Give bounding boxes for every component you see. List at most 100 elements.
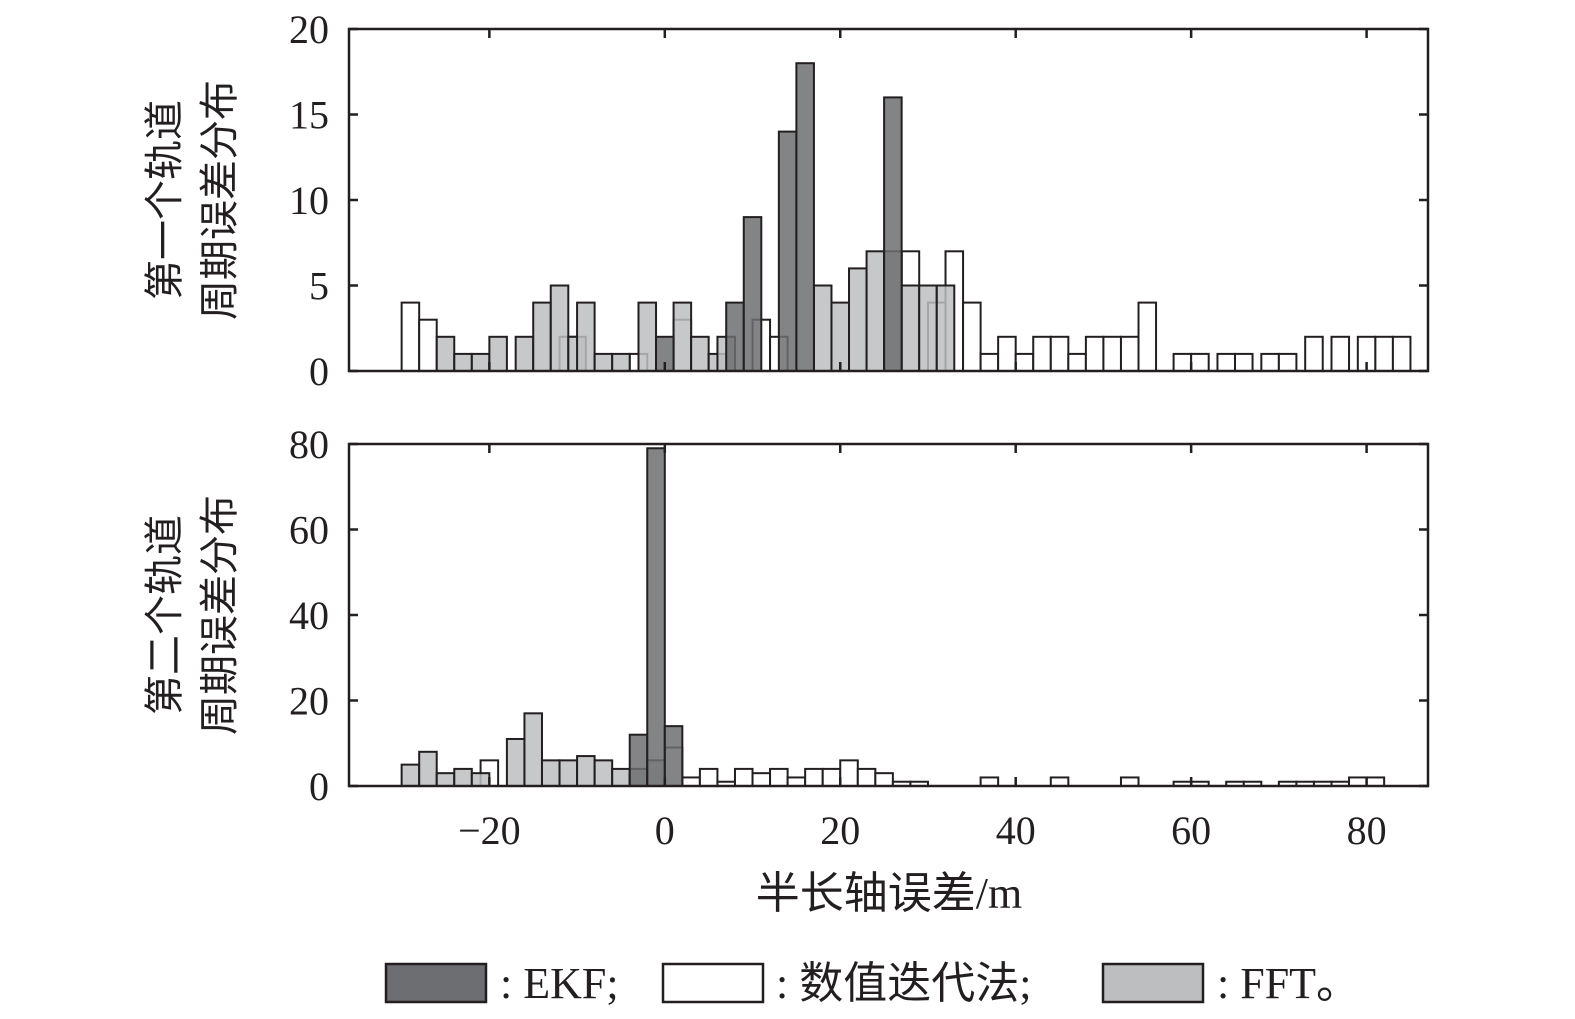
bar-bottom-fft-10 bbox=[593, 759, 614, 787]
legend-label-ekf: : EKF; bbox=[500, 959, 619, 1008]
bar-bottom-iterative-7 bbox=[769, 767, 789, 788]
bar-bottom-iterative-8 bbox=[786, 776, 807, 788]
bar-bottom-fft-2 bbox=[435, 772, 456, 787]
bar-top-iterative-20 bbox=[1119, 335, 1140, 372]
bar-bottom-iterative-16 bbox=[979, 776, 1000, 788]
legend-label-fft: : FFT。 bbox=[1217, 959, 1360, 1008]
bar-top-fft-10 bbox=[611, 352, 631, 372]
bar-top-iterative-16 bbox=[1049, 335, 1070, 372]
bar-bottom-fft-3 bbox=[453, 767, 473, 788]
bar-top-iterative-26 bbox=[1260, 352, 1280, 372]
bar-top-iterative-21 bbox=[1137, 301, 1158, 373]
bar-top-fft-4 bbox=[514, 335, 535, 372]
panel-bottom-ylabel-line1: 第二个轨道 bbox=[142, 515, 187, 715]
bar-bottom-iterative-10 bbox=[821, 767, 842, 788]
bar-top-iterative-27 bbox=[1277, 352, 1298, 372]
legend: : EKF; : 数值迭代法; : FFT。 bbox=[384, 959, 1360, 1008]
panel-bottom-x-tick-labels: −20 0 20 40 60 80 bbox=[458, 808, 1387, 853]
y-tick-label-bottom-2: 40 bbox=[289, 593, 329, 638]
bar-top-ekf-1 bbox=[725, 301, 745, 373]
bar-top-fft-3 bbox=[488, 335, 508, 372]
x-tick-label-2: 20 bbox=[820, 808, 860, 853]
bar-top-iterative-28 bbox=[1304, 335, 1324, 372]
bar-bottom-ekf-2 bbox=[663, 725, 684, 788]
bar-bottom-fft-6 bbox=[523, 712, 543, 788]
panel-bottom-bars bbox=[400, 447, 1386, 788]
panel-bottom: 0 20 40 60 80 −20 0 20 40 60 80 第二个轨道 周期误差分布 半长轴误… bbox=[142, 422, 1430, 918]
bar-top-fft-11 bbox=[637, 301, 658, 373]
bar-top-fft-16 bbox=[812, 284, 833, 372]
bar-top-iterative-1 bbox=[418, 318, 438, 373]
bar-top-iterative-24 bbox=[1216, 352, 1236, 372]
bar-bottom-iterative-5 bbox=[733, 767, 754, 788]
bar-bottom-iterative-28 bbox=[1365, 776, 1386, 788]
panel-bottom-y-tick-labels: 0 20 40 60 80 bbox=[289, 422, 329, 809]
y-tick-label-top-1: 5 bbox=[309, 264, 329, 309]
bar-bottom-iterative-6 bbox=[751, 772, 772, 787]
bar-top-fft-5 bbox=[532, 301, 552, 373]
bar-top-fft-13 bbox=[690, 335, 710, 372]
bar-top-fft-22 bbox=[918, 284, 938, 372]
bar-top-fft-21 bbox=[900, 284, 921, 372]
panel-bottom-frame bbox=[347, 442, 1430, 788]
bar-bottom-fft-4 bbox=[470, 772, 491, 787]
bar-top-iterative-19 bbox=[1102, 335, 1122, 372]
x-tick-label-5: 80 bbox=[1347, 808, 1387, 853]
bar-top-iterative-12 bbox=[979, 352, 1000, 372]
y-tick-label-bottom-3: 60 bbox=[289, 508, 329, 553]
bar-bottom-iterative-3 bbox=[698, 767, 719, 788]
panel-top-y-tick-labels: 0 5 10 15 20 bbox=[289, 7, 329, 394]
y-tick-label-top-0: 0 bbox=[309, 349, 329, 394]
bar-top-iterative-15 bbox=[1032, 335, 1052, 372]
bar-top-ekf-3 bbox=[777, 130, 798, 372]
bar-top-iterative-31 bbox=[1374, 335, 1394, 372]
legend-label-iterative: : 数值迭代法; bbox=[776, 959, 1031, 1008]
panel-top-ylabel-line1: 第一个轨道 bbox=[142, 100, 187, 300]
bar-top-iterative-22 bbox=[1172, 352, 1193, 372]
bar-top-fft-12 bbox=[672, 301, 693, 373]
bar-bottom-iterative-9 bbox=[804, 767, 824, 788]
bar-bottom-iterative-27 bbox=[1348, 776, 1368, 788]
bar-top-fft-23 bbox=[935, 284, 956, 372]
bar-top-fft-1 bbox=[453, 352, 473, 372]
bar-top-iterative-17 bbox=[1067, 352, 1087, 372]
bar-bottom-iterative-18 bbox=[1119, 776, 1140, 788]
bar-bottom-fft-1 bbox=[418, 750, 438, 787]
legend-swatch-ekf bbox=[384, 962, 488, 1004]
bar-top-iterative-23 bbox=[1190, 352, 1210, 372]
bar-top-iterative-14 bbox=[1014, 352, 1035, 372]
bar-top-ekf-4 bbox=[795, 62, 815, 372]
x-tick-label-0: −20 bbox=[458, 808, 521, 853]
bar-bottom-iterative-17 bbox=[1049, 776, 1070, 788]
bar-bottom-fft-5 bbox=[505, 737, 526, 787]
bar-bottom-ekf-0 bbox=[628, 733, 649, 788]
y-tick-label-bottom-1: 20 bbox=[289, 679, 329, 724]
x-tick-label-3: 40 bbox=[996, 808, 1036, 853]
bar-top-fft-6 bbox=[549, 284, 570, 372]
bar-bottom-iterative-12 bbox=[856, 767, 877, 788]
bar-bottom-iterative-13 bbox=[874, 772, 894, 787]
y-tick-label-top-4: 20 bbox=[289, 7, 329, 52]
legend-swatch-iterative bbox=[661, 962, 765, 1004]
bar-top-iterative-25 bbox=[1234, 352, 1254, 372]
y-tick-label-bottom-0: 0 bbox=[309, 764, 329, 809]
bar-top-iterative-18 bbox=[1084, 335, 1105, 372]
bar-top-fft-2 bbox=[470, 352, 491, 372]
bar-bottom-ekf-1 bbox=[646, 447, 666, 787]
bar-top-fft-19 bbox=[865, 250, 886, 372]
bar-top-fft-17 bbox=[830, 301, 851, 373]
y-tick-label-bottom-4: 80 bbox=[289, 422, 329, 467]
x-tick-label-1: 0 bbox=[655, 808, 675, 853]
bar-top-fft-18 bbox=[848, 267, 868, 372]
bar-bottom-iterative-11 bbox=[839, 759, 859, 787]
panel-top-bars bbox=[400, 62, 1412, 373]
panel-bottom-ylabel-line2: 周期误差分布 bbox=[197, 495, 242, 735]
bar-top-fft-0 bbox=[435, 335, 456, 372]
y-tick-label-top-3: 15 bbox=[289, 93, 329, 138]
x-axis-label: 半长轴误差/m bbox=[756, 869, 1022, 918]
bar-bottom-fft-8 bbox=[558, 759, 579, 787]
bar-bottom-fft-7 bbox=[540, 759, 561, 787]
bar-bottom-fft-0 bbox=[400, 763, 421, 788]
panel-top: 0 5 10 15 20 第一个轨道 周期误差分布 bbox=[142, 7, 1430, 394]
